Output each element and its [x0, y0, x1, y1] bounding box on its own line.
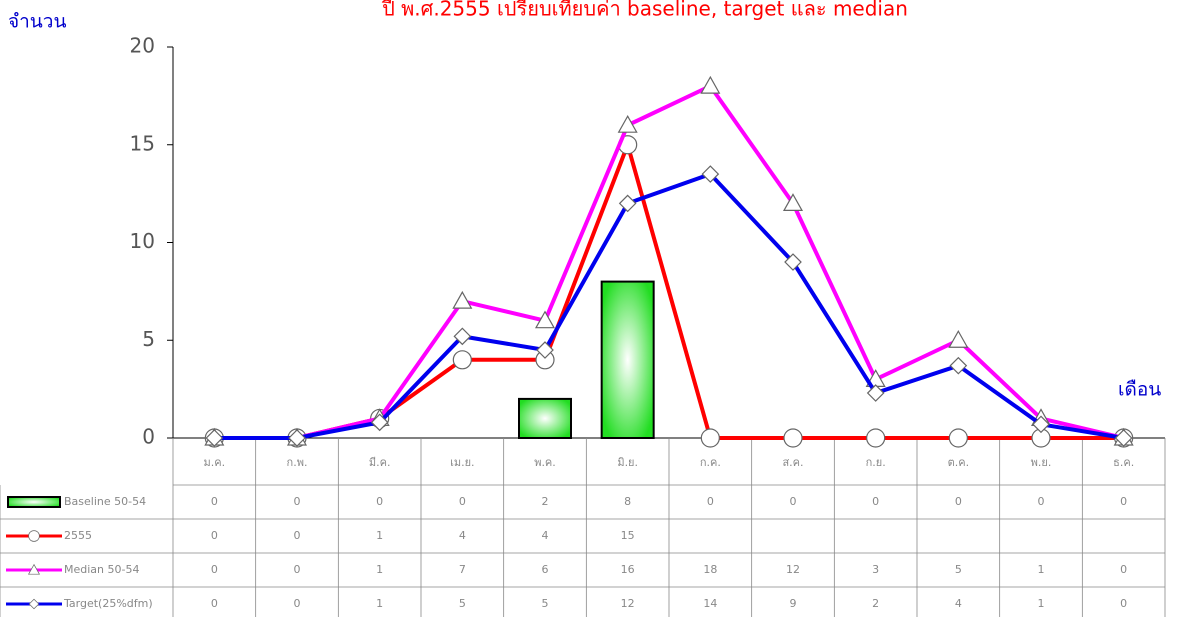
table-cell: 0 — [376, 495, 383, 508]
x-tick-label: ม.ค. — [204, 456, 226, 469]
marker — [700, 75, 721, 94]
marker — [370, 413, 389, 432]
x-tick-label: มิ.ย. — [617, 456, 638, 469]
table-cell: 1 — [376, 597, 383, 610]
table-cell: 16 — [621, 563, 635, 576]
table-cell: 5 — [459, 597, 466, 610]
table-cell: 0 — [211, 495, 218, 508]
marker — [288, 429, 306, 447]
x-tick-label: ธ.ค. — [1113, 456, 1134, 469]
table-cell: 0 — [872, 495, 879, 508]
marker — [701, 165, 720, 183]
marker — [700, 428, 720, 448]
table-cell: 0 — [294, 529, 301, 542]
table-cell: 0 — [1120, 495, 1127, 508]
table-cell: 0 — [1120, 563, 1127, 576]
marker — [1032, 415, 1050, 434]
marker — [1114, 429, 1133, 447]
table-cell: 5 — [955, 563, 962, 576]
marker — [28, 598, 40, 610]
marker — [205, 429, 224, 447]
table-cell: 0 — [211, 597, 218, 610]
table-cell: 9 — [790, 597, 797, 610]
marker — [28, 530, 40, 542]
table-cell: 0 — [211, 563, 218, 576]
marker — [534, 310, 556, 329]
marker — [453, 327, 472, 346]
marker — [866, 384, 885, 402]
table-cell: 15 — [621, 529, 635, 542]
x-tick-label: ก.ค. — [700, 456, 721, 469]
table-cell: 8 — [624, 495, 631, 508]
table-cell: 0 — [294, 495, 301, 508]
table-cell: 12 — [621, 597, 635, 610]
y-tick-label: 20 — [130, 34, 155, 58]
legend-label: Median 50-54 — [64, 563, 139, 576]
legend-label: 2555 — [64, 529, 92, 542]
table-cell: 1 — [376, 529, 383, 542]
table-cell: 1 — [376, 563, 383, 576]
marker — [536, 341, 554, 359]
table-cell: 14 — [703, 597, 717, 610]
bar — [518, 397, 572, 439]
table-cell: 0 — [1038, 495, 1045, 508]
marker — [618, 194, 637, 213]
line — [214, 172, 1124, 440]
table-cell: 12 — [786, 563, 800, 576]
marker — [866, 428, 886, 448]
legend-label: Baseline 50-54 — [64, 495, 146, 508]
table-cell: 18 — [703, 563, 717, 576]
table-cell: 6 — [542, 563, 549, 576]
y-axis-label: จำนวน — [8, 11, 66, 33]
table-cell: 1 — [1038, 597, 1045, 610]
table-cell: 0 — [211, 529, 218, 542]
x-axis-label: เดือน — [1118, 379, 1161, 401]
table-cell: 4 — [459, 529, 466, 542]
marker — [948, 428, 968, 448]
x-tick-label: มี.ค. — [369, 456, 391, 469]
x-tick-label: ต.ค. — [948, 456, 970, 469]
x-tick-label: ส.ค. — [782, 456, 803, 469]
table-cell: 3 — [872, 563, 879, 576]
table-cell: 2 — [542, 495, 549, 508]
y-tick-label: 10 — [130, 229, 155, 253]
table-cell: 0 — [955, 495, 962, 508]
marker — [783, 428, 803, 448]
table-cell: 2 — [872, 597, 879, 610]
bar — [600, 280, 655, 439]
table-cell: 0 — [790, 495, 797, 508]
table-cell: 0 — [707, 495, 714, 508]
table-cell: 0 — [459, 495, 466, 508]
y-tick-label: 15 — [130, 131, 155, 155]
marker — [948, 330, 969, 348]
chart-title: ปี พ.ศ.2555 เปรียบเทียบค่า baseline, tar… — [382, 0, 908, 21]
table-cell: 0 — [294, 597, 301, 610]
table-cell: 0 — [294, 563, 301, 576]
marker — [784, 253, 802, 271]
table-cell: 1 — [1038, 563, 1045, 576]
x-tick-label: ก.พ. — [287, 456, 308, 469]
marker — [782, 193, 804, 211]
marker — [452, 350, 472, 370]
legend-swatch — [7, 496, 61, 508]
table-cell: 5 — [542, 597, 549, 610]
line — [214, 84, 1125, 440]
table-cell: 7 — [459, 563, 466, 576]
marker — [617, 114, 638, 133]
x-tick-label: พ.ค. — [534, 456, 556, 469]
x-tick-label: ก.ย. — [866, 456, 886, 469]
legend-label: Target(25%dfm) — [63, 597, 153, 610]
x-tick-label: พ.ย. — [1031, 456, 1052, 469]
marker — [949, 356, 968, 375]
marker — [27, 563, 41, 575]
table-cell: 4 — [542, 529, 549, 542]
x-tick-label: เม.ย. — [450, 456, 474, 469]
table-cell: 4 — [955, 597, 962, 610]
y-tick-label: 0 — [142, 425, 155, 449]
marker — [452, 290, 473, 309]
y-tick-label: 5 — [142, 327, 155, 351]
table-cell: 0 — [1120, 597, 1127, 610]
